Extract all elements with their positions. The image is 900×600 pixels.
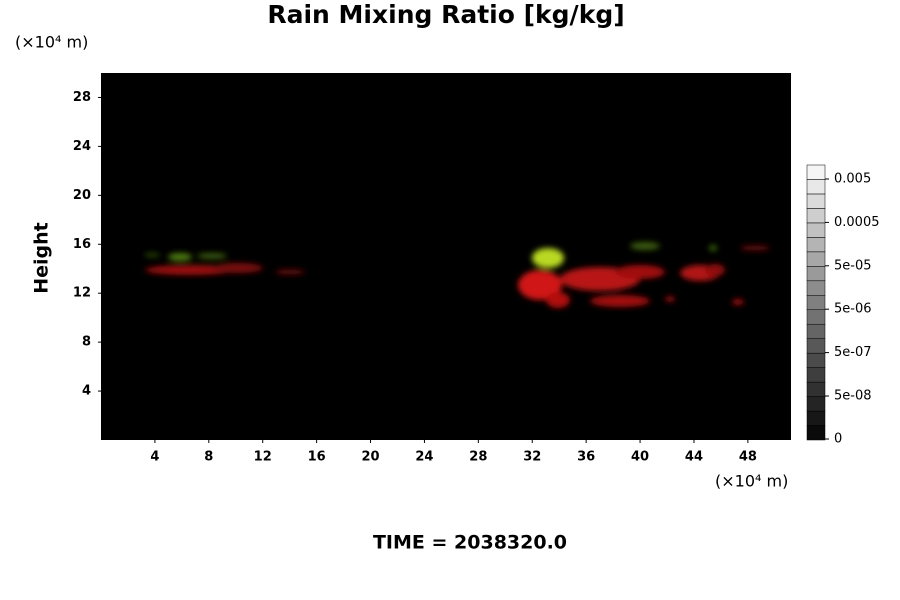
x-tick-label: 12	[254, 450, 272, 465]
colorbar-band	[806, 396, 826, 412]
x-tick-label: 48	[739, 450, 757, 465]
colorbar: 0 5e-08 5e-07 5e-06 5e-05 0.0005 0.005	[806, 164, 880, 447]
colorbar-label: 5e-08	[834, 389, 872, 404]
colorbar-band	[806, 309, 826, 325]
colorbar-band	[806, 193, 826, 209]
y-tick-label: 16	[73, 237, 91, 252]
colorbar-label: 5e-06	[834, 302, 872, 317]
colorbar-label: 5e-07	[834, 345, 872, 360]
y-axis-label: Height	[31, 222, 53, 294]
colorbar-band	[806, 295, 826, 310]
x-tick-label: 24	[415, 450, 433, 465]
x-tick-label: 28	[469, 450, 487, 465]
colorbar-band	[806, 381, 826, 397]
colorbar-band	[806, 323, 826, 339]
colorbar-band	[806, 352, 826, 368]
colorbar-band	[806, 164, 826, 180]
colorbar-label: 0.0005	[834, 215, 880, 230]
y-tick-label: 4	[82, 384, 91, 399]
x-tick-label: 16	[308, 450, 326, 465]
colorbar-label: 0	[834, 432, 842, 447]
colorbar-label: 5e-05	[834, 258, 872, 273]
colorbar-band	[806, 338, 826, 354]
x-tick-label: 36	[577, 450, 595, 465]
x-tick-label: 4	[150, 450, 159, 465]
x-tick-label: 44	[685, 450, 703, 465]
field-rendering	[144, 242, 770, 308]
y-tick-label: 28	[73, 90, 91, 105]
x-tick-label: 20	[361, 450, 379, 465]
y-unit: (×10⁴ m)	[15, 33, 88, 52]
footer-time: TIME = 2038320.0	[373, 532, 567, 554]
y-tick-label: 24	[73, 139, 91, 154]
x-tick-label: 40	[631, 450, 649, 465]
y-tick-label: 8	[82, 335, 91, 350]
colorbar-band	[806, 237, 826, 253]
colorbar-band	[806, 222, 826, 238]
colorbar-band	[806, 251, 826, 267]
colorbar-band	[806, 179, 826, 195]
colorbar-band	[806, 280, 826, 296]
colorbar-band	[806, 266, 826, 282]
x-unit: (×10⁴ m)	[715, 472, 788, 491]
y-tick-label: 20	[73, 188, 91, 203]
chart-title: Rain Mixing Ratio [kg/kg]	[267, 0, 624, 29]
x-tick-label: 32	[523, 450, 541, 465]
x-tick-label: 8	[204, 450, 213, 465]
colorbar-band	[806, 367, 826, 383]
colorbar-band	[806, 410, 826, 426]
colorbar-band	[806, 425, 826, 441]
y-tick-label: 12	[73, 286, 91, 301]
colorbar-band	[806, 208, 826, 224]
colorbar-label: 0.005	[834, 172, 871, 187]
